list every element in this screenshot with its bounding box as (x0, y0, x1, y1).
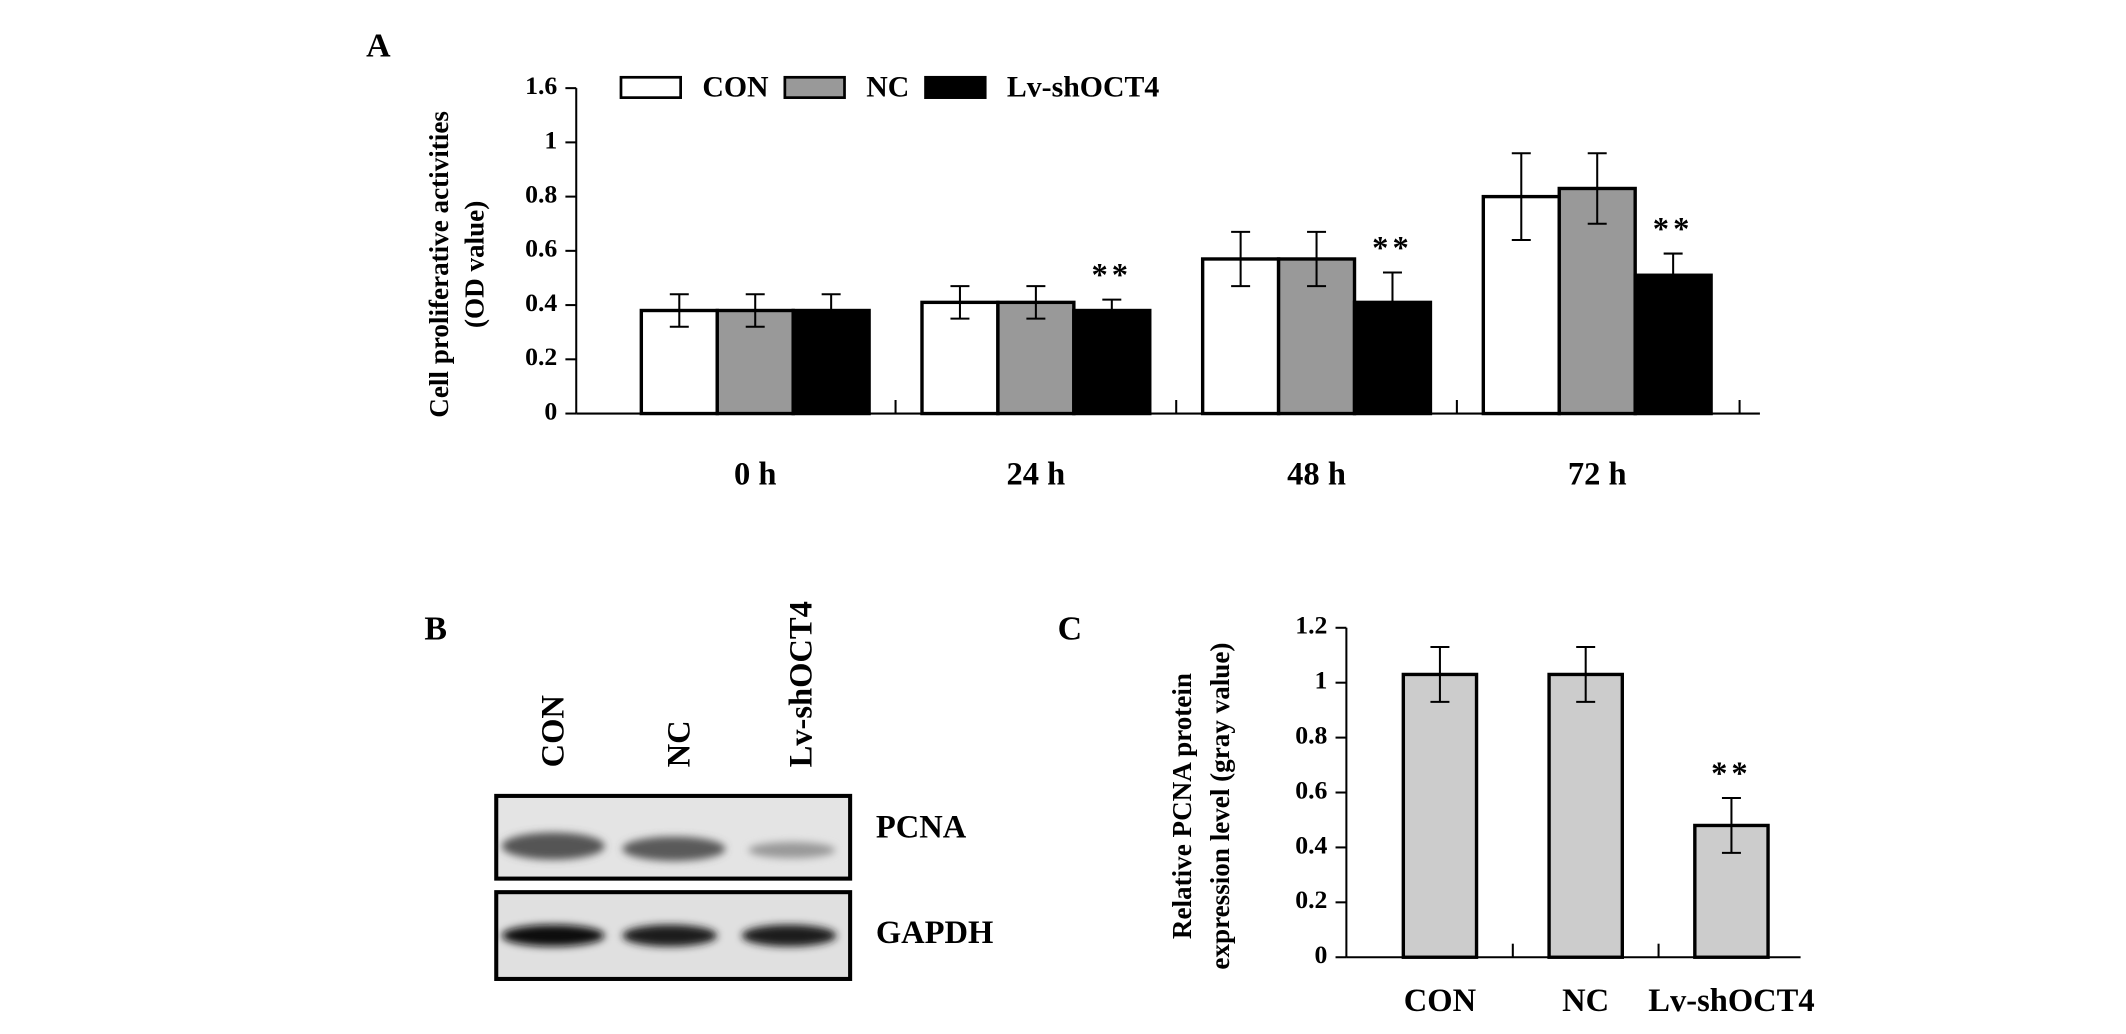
legend-swatch (619, 75, 683, 99)
legend-swatch (783, 75, 846, 99)
y-tick-label: 0.6 (525, 234, 557, 263)
x-tick-label: 0 h (734, 457, 777, 493)
y-tick-label: 0.8 (525, 180, 557, 209)
y-tick-label: 0.2 (525, 342, 557, 371)
y-tick-label: 0.4 (1295, 830, 1327, 859)
legend-label: NC (866, 70, 909, 103)
significance-mark: ** (1711, 756, 1752, 792)
y-axis-title: Relative PCNA protein (1167, 673, 1197, 939)
y-axis-title: Cell proliferative activities (424, 111, 454, 418)
legend-swatch (924, 75, 987, 99)
blot-bands (501, 832, 836, 861)
bar (1481, 194, 1561, 416)
bar (1633, 273, 1713, 416)
significance-mark: ** (1653, 211, 1694, 247)
x-tick-label: Lv-shOCT4 (1648, 983, 1814, 1019)
lane-label: Lv-shOCT4 (783, 601, 819, 767)
lane-label: CON (535, 695, 571, 768)
y-tick-label: 1 (1315, 666, 1328, 695)
y-axis-title: expression level (gray value) (1205, 643, 1235, 970)
y-tick-label: 0.2 (1295, 885, 1327, 914)
band-label: GAPDH (876, 915, 993, 951)
significance-mark: ** (1372, 230, 1413, 266)
bar (1072, 308, 1152, 416)
y-tick-label: 1.2 (1295, 611, 1327, 640)
y-tick-label: 1 (544, 125, 557, 154)
y-tick-label: 0 (544, 396, 557, 425)
lane-label: NC (661, 720, 697, 767)
y-tick-label: 0.8 (1295, 721, 1327, 750)
y-tick-label: 1.6 (525, 71, 557, 100)
panel-letter: C (1058, 611, 1082, 648)
y-tick-label: 0.4 (525, 288, 557, 317)
band-label: PCNA (876, 809, 967, 845)
panel-letter: A (366, 28, 391, 65)
x-tick-label: 72 h (1568, 457, 1627, 493)
bar (1547, 672, 1624, 959)
y-tick-label: 0.6 (1295, 775, 1327, 804)
y-tick-label: 0 (1315, 940, 1328, 969)
y-axis-title: (OD value) (459, 201, 489, 328)
blot-bands (501, 924, 837, 947)
legend-label: Lv-shOCT4 (1007, 70, 1160, 103)
x-tick-label: 24 h (1006, 457, 1065, 493)
x-tick-label: CON (1404, 983, 1477, 1019)
bar (1401, 672, 1479, 959)
x-tick-label: 48 h (1287, 457, 1346, 493)
panel-letter: B (424, 611, 447, 648)
x-tick-label: NC (1562, 983, 1609, 1019)
significance-mark: ** (1091, 257, 1132, 293)
legend-label: CON (702, 70, 769, 103)
